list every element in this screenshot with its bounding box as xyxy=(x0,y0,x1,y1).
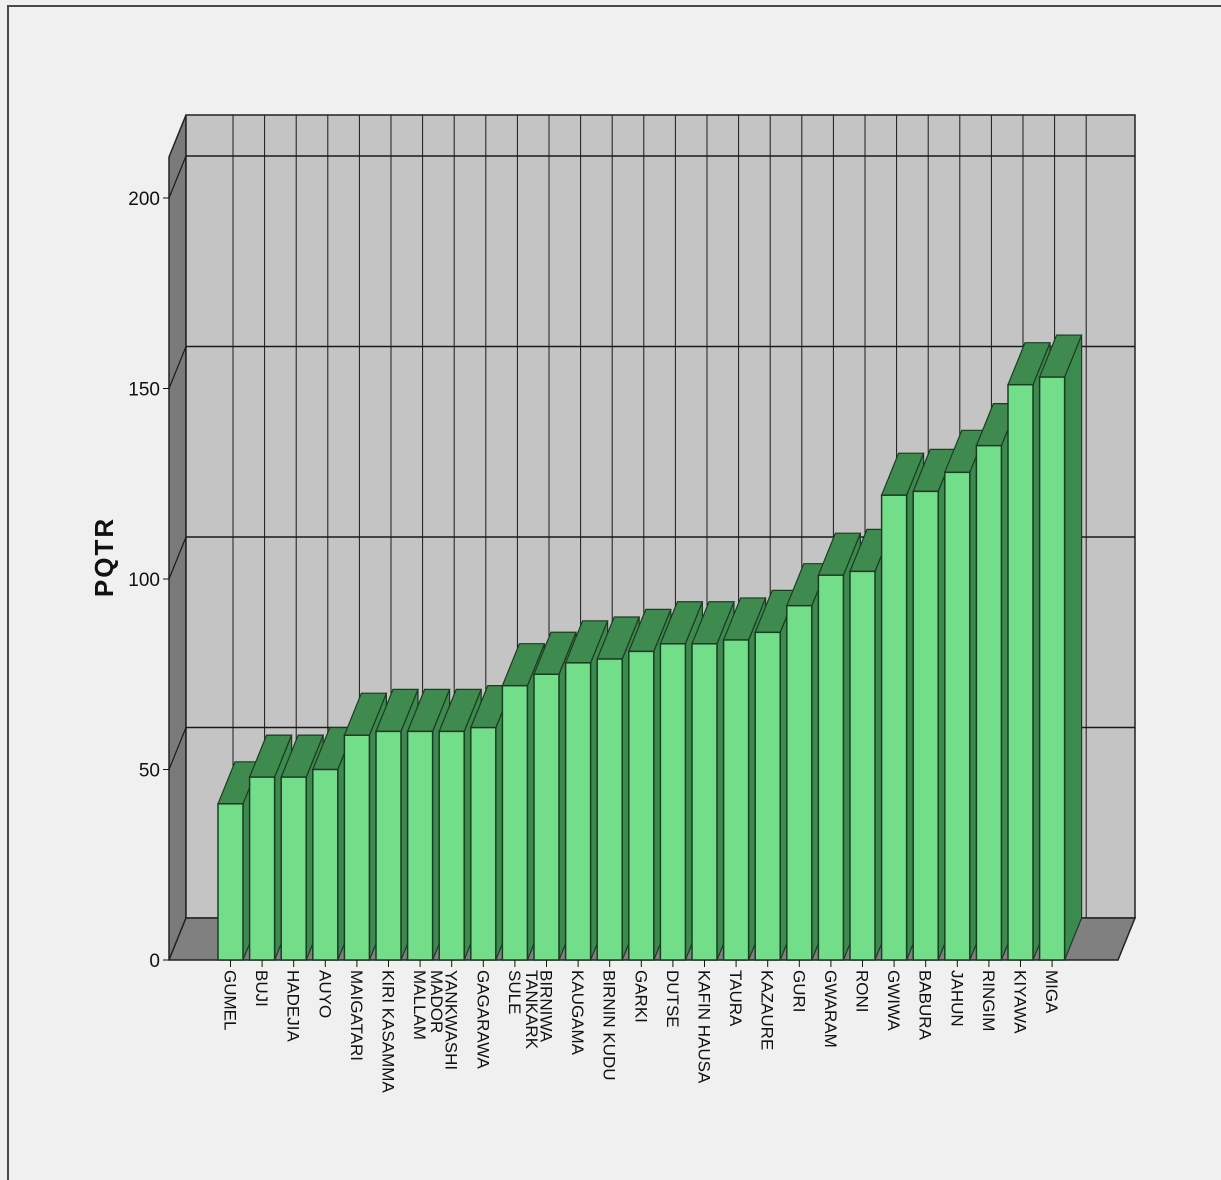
x-tick-label: GARKI xyxy=(631,970,650,1023)
x-tick-label: TANKARK xyxy=(522,970,541,1050)
bar-front xyxy=(1007,383,1034,961)
chart-frame xyxy=(7,5,1221,1180)
bar-front xyxy=(944,471,971,961)
x-tick-label: BIRNIWA xyxy=(537,970,556,1043)
x-tick-label: MAIGATARI xyxy=(347,970,366,1061)
bar-front xyxy=(912,490,939,961)
x-tick-label: SULE xyxy=(505,970,524,1014)
bar-26 xyxy=(1038,334,1083,961)
y-axis-title: PQTR xyxy=(89,517,119,597)
bar-front xyxy=(564,662,592,961)
x-tick-label: KAUGAMA xyxy=(568,970,587,1056)
bar-front xyxy=(817,574,845,961)
x-tick-label: KIRI KASAMMA xyxy=(379,970,398,1093)
bar-front xyxy=(312,768,339,961)
y-tick-label: 150 xyxy=(128,380,160,401)
bar-front xyxy=(470,726,497,961)
x-tick-label: GWARAM xyxy=(821,970,840,1048)
grid-line-side xyxy=(168,727,187,770)
x-tick-label: DUTSE xyxy=(663,970,682,1028)
bar-front xyxy=(880,494,908,961)
bar-9 xyxy=(501,643,546,961)
x-tick-label: MIGA xyxy=(1042,970,1061,1014)
bar-front xyxy=(849,570,876,961)
x-tick-label: AUYO xyxy=(315,970,334,1018)
x-tick-label: MALLAM xyxy=(410,970,429,1040)
side-wall xyxy=(168,114,187,961)
x-tick-label: MADOR xyxy=(427,970,446,1033)
bar-front xyxy=(501,684,529,961)
x-tick-label: BUJI xyxy=(252,970,271,1007)
y-tick-label: 100 xyxy=(128,570,160,591)
bar-front xyxy=(280,776,307,961)
x-tick-label: BABURA xyxy=(916,970,935,1041)
x-tick-label: JAHUN xyxy=(947,970,966,1027)
x-tick-label: YANKWASHI xyxy=(442,970,461,1070)
grid-line-side xyxy=(168,536,187,580)
bar-front xyxy=(406,730,434,961)
bar-front xyxy=(596,658,623,961)
y-tick-label: 200 xyxy=(128,189,160,210)
x-tick-label: RINGIM xyxy=(979,970,998,1031)
x-tick-label: HADEJIA xyxy=(284,970,303,1042)
bar-front xyxy=(375,730,402,961)
y-tick-label: 50 xyxy=(139,761,160,782)
bar-front xyxy=(754,631,781,961)
x-tick-label: RONI xyxy=(853,970,872,1013)
bar-front xyxy=(217,803,244,961)
bar-front xyxy=(438,730,465,961)
bar-front xyxy=(248,776,276,961)
bar-front xyxy=(1038,376,1066,961)
x-tick-label: BIRNIN KUDU xyxy=(600,970,619,1081)
x-tick-label: GAGARAWA xyxy=(473,970,492,1070)
x-tick-label: GUMEL xyxy=(221,970,240,1030)
x-tick-label: TAURA xyxy=(726,970,745,1027)
x-tick-label: KAFIN HAUSA xyxy=(695,970,714,1084)
bar-front xyxy=(659,643,687,961)
bar-front xyxy=(343,734,371,961)
x-tick-label: KIYAWA xyxy=(1011,970,1030,1034)
y-tick-label: 0 xyxy=(149,951,160,972)
x-tick-label: GURI xyxy=(789,970,808,1013)
grid-line-side xyxy=(168,346,187,389)
bar-front xyxy=(786,604,813,961)
x-tick-label: KAZAURE xyxy=(758,970,777,1050)
bar-front xyxy=(691,643,718,961)
bar-front xyxy=(722,639,750,961)
grid-line-side xyxy=(168,155,187,199)
bar-front xyxy=(628,650,655,961)
bar-side xyxy=(1063,334,1083,961)
bar-front xyxy=(975,444,1003,961)
x-tick-label: GWIWA xyxy=(884,970,903,1031)
bar-front xyxy=(533,673,560,961)
